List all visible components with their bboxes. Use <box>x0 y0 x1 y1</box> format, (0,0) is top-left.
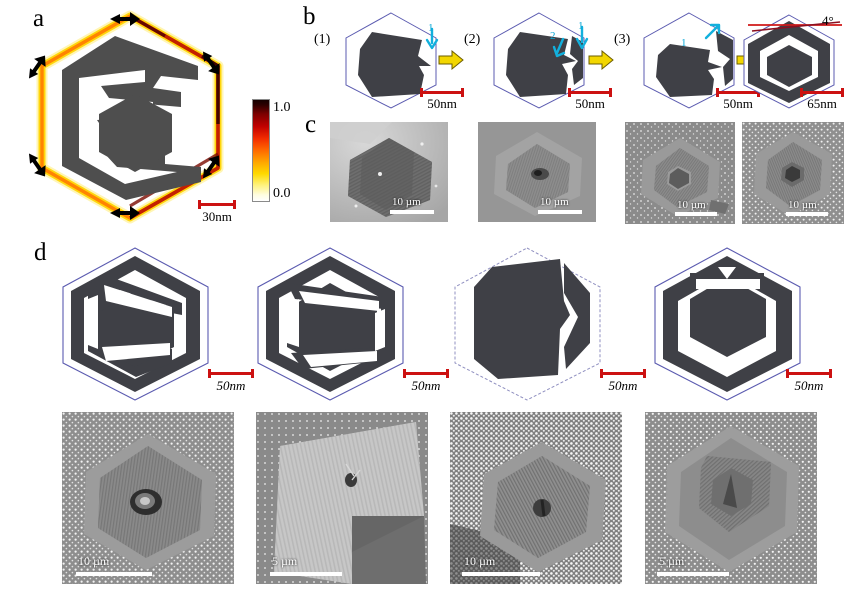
panel-b-step-4-schematic <box>743 14 842 109</box>
panel-a-scale-label: 30nm <box>202 209 232 224</box>
panel-c-micrograph-3-scale-label: 10 µm <box>677 199 706 211</box>
panel-d-schematic-2-scale-label: 50nm <box>411 378 441 393</box>
panel-d-micrograph-2: 5 µm <box>256 412 428 584</box>
panel-d-micrograph-3-scalebar <box>462 572 540 576</box>
colorbar-max-label: 1.0 <box>273 100 291 115</box>
scalebar-line <box>208 369 254 378</box>
panel-b-step-2-scale-label: 50nm <box>575 96 605 111</box>
panel-c-micrograph-4-scalebar <box>786 212 828 216</box>
panel-b-angle-label: 4° <box>822 13 834 28</box>
panel-d-micrograph-4: 5 µm <box>645 412 817 584</box>
panel-b-step-3-scale-label: 50nm <box>723 96 753 111</box>
panel-c-micrograph-1-scalebar <box>390 210 434 214</box>
strain-arrow-icon-top <box>110 12 140 26</box>
scalebar-line <box>198 200 236 209</box>
scalebar-line <box>786 369 832 378</box>
panel-b-step-1-scale-label: 50nm <box>427 96 457 111</box>
panel-b-step-1-label: (1) <box>314 32 331 47</box>
panel-c-micrograph-2-scalebar <box>538 210 582 214</box>
panel-d-schematic-1-scale-label: 50nm <box>216 378 246 393</box>
strain-arrow-icon-bottom <box>110 206 140 220</box>
scalebar-line <box>568 88 612 97</box>
strain-arrow-icon-lower-right <box>202 155 220 179</box>
panel-c-micrograph-4: 10 µm <box>742 122 844 224</box>
panel-d-schematic-4-scale-label: 50nm <box>794 378 824 393</box>
panel-d-schematic-4-scalebar: 50nm <box>786 369 832 394</box>
scalebar-line <box>403 369 449 378</box>
panel-a-scalebar: 30nm <box>198 200 236 225</box>
yellow-right-arrow-icon-1 <box>438 49 464 71</box>
panel-c-micrograph-1: 10 µm <box>330 122 448 222</box>
panel-c-letter: c <box>305 111 317 138</box>
strain-arrow-icon-upper-right <box>202 51 220 75</box>
panel-b-step-2-cyan-label-a: 2 <box>550 30 556 42</box>
panel-d-micrograph-3: 10 µm <box>450 412 622 584</box>
panel-b-step-1-schematic <box>345 12 437 109</box>
panel-b-letter: b <box>303 3 316 30</box>
yellow-right-arrow-icon-2 <box>588 49 614 71</box>
panel-d-micrograph-4-scale-label: 5 µm <box>659 554 685 568</box>
cyan-arrow-icon-b2a <box>552 37 566 58</box>
panel-c-micrograph-3-scalebar <box>675 212 717 216</box>
panel-a-colorbar <box>252 99 270 202</box>
panel-d-schematic-4 <box>654 247 801 401</box>
panel-d-letter: d <box>34 239 47 266</box>
panel-b-step-1-scalebar: 50nm <box>420 88 464 112</box>
panel-d-schematic-2 <box>257 247 404 401</box>
panel-b-step-3-label: (3) <box>614 32 631 47</box>
cyan-arrow-icon-b1 <box>425 27 439 50</box>
panel-d-micrograph-1-scale-label: 10 µm <box>78 554 110 568</box>
panel-d-micrograph-1-scalebar <box>76 572 152 576</box>
panel-d-schematic-2-scalebar: 50nm <box>403 369 449 394</box>
cyan-arrow-icon-b3 <box>704 23 721 40</box>
panel-a-letter: a <box>33 5 45 32</box>
panel-d-schematic-1-scalebar: 50nm <box>208 369 254 394</box>
panel-d-micrograph-2-scalebar <box>270 572 342 576</box>
panel-b-step-4-scale-label: 65nm <box>807 96 837 111</box>
colorbar-min-label: 0.0 <box>273 186 291 201</box>
panel-b-step-3-schematic <box>643 12 735 109</box>
panel-d-schematic-1 <box>62 247 209 401</box>
panel-c-micrograph-3: 10 µm <box>625 122 735 224</box>
panel-d-micrograph-3-scale-label: 10 µm <box>464 554 496 568</box>
panel-b-step-1-cyan-label: 1 <box>428 22 434 34</box>
strain-arrow-icon-lower-left <box>28 153 46 177</box>
panel-c-micrograph-2: 10 µm <box>478 122 596 222</box>
panel-b-step-4-scalebar: 65nm <box>800 88 844 112</box>
panel-b-step-2-cyan-label-b: 1 <box>578 20 584 32</box>
scalebar-line <box>420 88 464 97</box>
panel-d-micrograph-4-scalebar <box>657 572 729 576</box>
panel-c-micrograph-2-scale-label: 10 µm <box>540 196 569 208</box>
panel-b-step-2-label: (2) <box>464 32 481 47</box>
panel-d-schematic-3-scalebar: 50nm <box>600 369 646 394</box>
panel-b-step-3-cyan-label: 1 <box>681 37 687 49</box>
panel-b-step-2-scalebar: 50nm <box>568 88 612 112</box>
panel-d-schematic-3 <box>454 247 601 401</box>
panel-c-micrograph-1-scale-label: 10 µm <box>392 196 421 208</box>
scalebar-line <box>800 88 844 97</box>
scalebar-line <box>600 369 646 378</box>
panel-d-micrograph-2-scale-label: 5 µm <box>272 554 298 568</box>
cyan-arrow-icon-b2b <box>575 25 589 50</box>
strain-arrow-icon-upper-left <box>28 55 46 79</box>
panel-c-micrograph-4-scale-label: 10 µm <box>788 199 817 211</box>
panel-d-micrograph-1: 10 µm <box>62 412 234 584</box>
panel-a-spiral-crystal <box>36 10 224 224</box>
panel-d-schematic-3-scale-label: 50nm <box>608 378 638 393</box>
